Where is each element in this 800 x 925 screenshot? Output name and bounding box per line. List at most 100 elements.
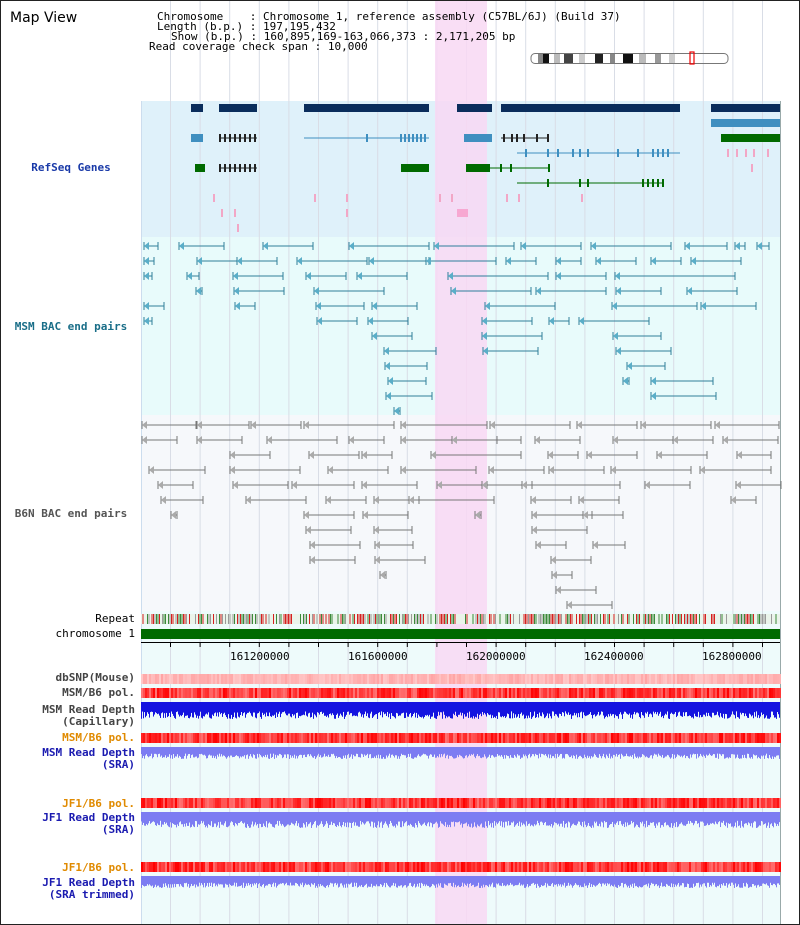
- b6n-bac-pair-arrow: [306, 526, 311, 534]
- msm-depth-cap-bars: [248, 702, 249, 713]
- jf1-depth-sra-bars: [422, 812, 423, 825]
- msm-b6-pol-heat: [645, 688, 647, 698]
- msm-b6-pol-2-heat: [229, 733, 231, 743]
- jf1-b6-pol-heat: [401, 798, 403, 808]
- repeat-mark: [528, 614, 529, 624]
- msm-depth-sra-bars: [390, 747, 391, 758]
- jf1-b6-pol-heat: [421, 798, 423, 808]
- msm-bac-pair-arrow: [448, 272, 453, 280]
- msm-depth-sra-bars: [672, 747, 673, 754]
- jf1-depth-sra-bars: [634, 812, 635, 828]
- jf1-b6-pol-heat: [207, 798, 209, 808]
- jf1-depth-sra-bars: [169, 812, 170, 828]
- msm-b6-pol-2-heat: [513, 733, 515, 743]
- msm-bac-pair-arrow: [506, 257, 511, 265]
- msm-b6-pol-heat: [401, 688, 403, 698]
- msm-b6-pol-2-heat: [471, 733, 473, 743]
- jf1-depth-trim-bars: [285, 876, 286, 884]
- msm-b6-pol-heat: [581, 688, 583, 698]
- msm-depth-cap-bars: [487, 702, 488, 714]
- msm-b6-pol-2-heat: [549, 733, 551, 743]
- b6n-bac-pair-arrow: [349, 436, 354, 444]
- jf1-depth-sra-bars: [273, 812, 274, 828]
- jf1-b6-pol-2-heat: [145, 862, 147, 872]
- jf1-b6-pol-heat: [543, 798, 545, 808]
- msm-b6-pol-heat: [579, 688, 581, 698]
- jf1-b6-pol-heat: [325, 798, 327, 808]
- jf1-b6-pol-2-heat: [507, 862, 509, 872]
- dbsnp-heat: [191, 674, 193, 684]
- msm-depth-cap-bars: [676, 702, 677, 718]
- msm-b6-pol-2-heat: [569, 733, 571, 743]
- jf1-b6-pol-heat: [295, 798, 297, 808]
- jf1-depth-sra-bars: [281, 812, 282, 826]
- jf1-depth-trim-bars: [435, 876, 436, 888]
- msm-b6-pol-heat: [461, 688, 463, 698]
- repeat-mark: [594, 614, 595, 624]
- msm-depth-cap-bars: [554, 702, 555, 716]
- dbsnp-heat: [495, 674, 497, 684]
- jf1-depth-trim-bars: [215, 876, 216, 887]
- msm-depth-sra-bars: [687, 747, 688, 757]
- jf1-depth-trim-bars: [543, 876, 544, 886]
- jf1-b6-pol-heat: [465, 798, 467, 808]
- repeat-mark: [676, 614, 678, 624]
- dbsnp-heat: [599, 674, 601, 684]
- dbsnp-heat: [627, 674, 629, 684]
- msm-depth-cap-bars: [491, 702, 492, 719]
- msm-depth-sra-bars: [505, 747, 506, 759]
- msm-b6-pol-2-heat: [211, 733, 213, 743]
- msm-depth-sra-bars: [738, 747, 739, 758]
- msm-bac-pair-arrow: [613, 332, 618, 340]
- jf1-b6-pol-heat: [639, 798, 641, 808]
- jf1-b6-pol-2-heat: [463, 862, 465, 872]
- msm-depth-sra-bars: [428, 747, 429, 759]
- jf1-depth-sra-bars: [492, 812, 493, 823]
- msm-depth-sra-bars: [688, 747, 689, 758]
- dbsnp-heat: [759, 674, 761, 684]
- msm-b6-pol-heat: [605, 688, 607, 698]
- gene-exon: [579, 179, 581, 187]
- msm-depth-sra-bars: [680, 747, 681, 757]
- msm-depth-cap-bars: [263, 702, 264, 716]
- msm-depth-sra-bars: [683, 747, 684, 756]
- repeat-mark: [402, 614, 403, 624]
- jf1-b6-pol-heat: [609, 798, 611, 808]
- msm-depth-cap-bars: [618, 702, 619, 719]
- msm-depth-sra-bars: [444, 747, 445, 754]
- msm-depth-sra-bars: [667, 747, 668, 755]
- gene-exon: [657, 149, 659, 157]
- jf1-depth-sra-bars: [553, 812, 554, 826]
- jf1-b6-pol-2-heat: [273, 862, 275, 872]
- jf1-b6-pol-heat: [311, 798, 313, 808]
- jf1-depth-sra-bars: [614, 812, 615, 824]
- msm-b6-pol-2-heat: [675, 733, 677, 743]
- msm-depth-cap-bars: [198, 702, 199, 719]
- msm-b6-pol-2-heat: [299, 733, 301, 743]
- msm-depth-sra-bars: [167, 747, 168, 757]
- jf1-depth-trim-bars: [266, 876, 267, 886]
- repeat-mark: [165, 614, 166, 624]
- jf1-depth-sra-bars: [696, 812, 697, 821]
- msm-depth-cap-bars: [747, 702, 748, 718]
- jf1-b6-pol-heat: [445, 798, 447, 808]
- jf1-depth-sra-bars: [197, 812, 198, 827]
- msm-depth-sra-bars: [538, 747, 539, 759]
- msm-b6-pol-heat: [671, 688, 673, 698]
- b6n-bac-pair-arrow: [431, 451, 436, 459]
- msm-depth-sra-bars: [633, 747, 634, 759]
- dbsnp-heat: [229, 674, 231, 684]
- jf1-b6-pol-2-heat: [491, 862, 493, 872]
- msm-depth-sra-bars: [360, 747, 361, 758]
- msm-depth-sra-bars: [437, 747, 438, 757]
- jf1-depth-sra-bars: [698, 812, 699, 824]
- jf1-depth-trim-bars: [314, 876, 315, 884]
- repeat-mark: [495, 614, 496, 624]
- repeat-mark: [675, 614, 676, 624]
- jf1-depth-sra-bars: [468, 812, 469, 825]
- msm-depth-sra-bars: [365, 747, 366, 756]
- jf1-b6-pol-heat: [663, 798, 665, 808]
- jf1-b6-pol-heat: [769, 798, 771, 808]
- msm-depth-sra-bars: [330, 747, 331, 757]
